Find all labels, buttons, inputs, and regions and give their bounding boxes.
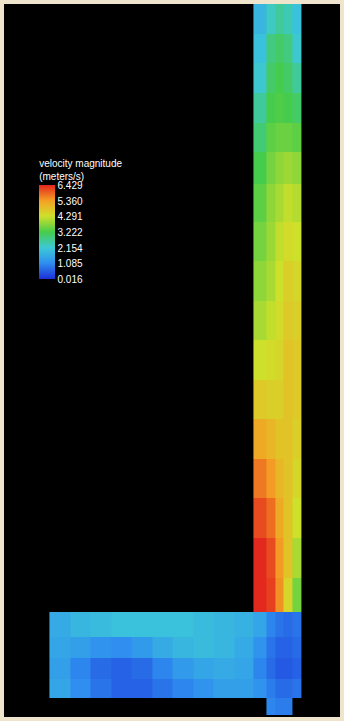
svg-text:2.154: 2.154 xyxy=(58,243,83,254)
svg-text:0.016: 0.016 xyxy=(58,274,83,285)
svg-text:5.360: 5.360 xyxy=(58,196,83,207)
svg-text:1.085: 1.085 xyxy=(58,258,83,269)
svg-text:4.291: 4.291 xyxy=(58,211,83,222)
svg-text:3.222: 3.222 xyxy=(58,227,83,238)
svg-text:velocity magnitude(meters/s): velocity magnitude(meters/s) xyxy=(39,158,122,182)
svg-text:6.429: 6.429 xyxy=(58,180,83,191)
